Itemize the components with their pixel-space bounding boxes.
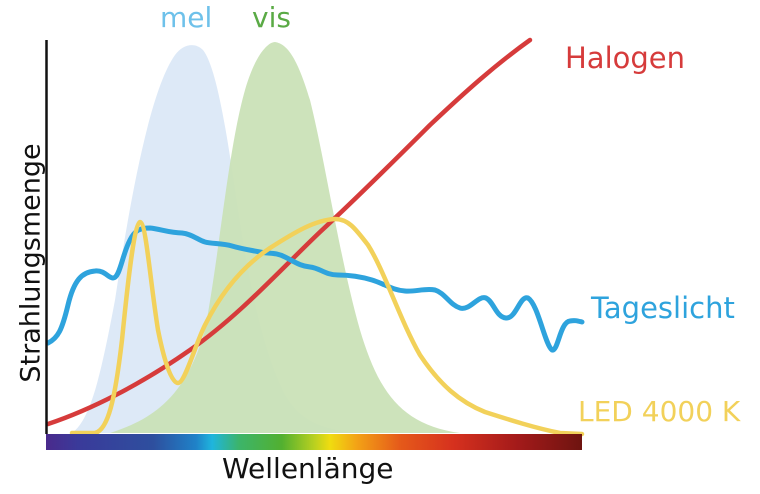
led-line <box>69 216 585 437</box>
mel-area <box>72 45 360 433</box>
y-axis-label: Strahlungsmenge <box>15 143 47 383</box>
halogen-line <box>45 37 533 427</box>
spectrum-bar <box>46 434 582 450</box>
led-label: LED 4000 K <box>578 395 741 428</box>
tageslicht-label: Tageslicht <box>591 291 735 325</box>
tageslicht-line <box>45 225 585 353</box>
vis-label: vis <box>252 1 291 34</box>
mel-label: mel <box>160 1 213 34</box>
halogen-label: Halogen <box>565 41 686 75</box>
x-axis-label: Wellenlänge <box>222 452 394 485</box>
